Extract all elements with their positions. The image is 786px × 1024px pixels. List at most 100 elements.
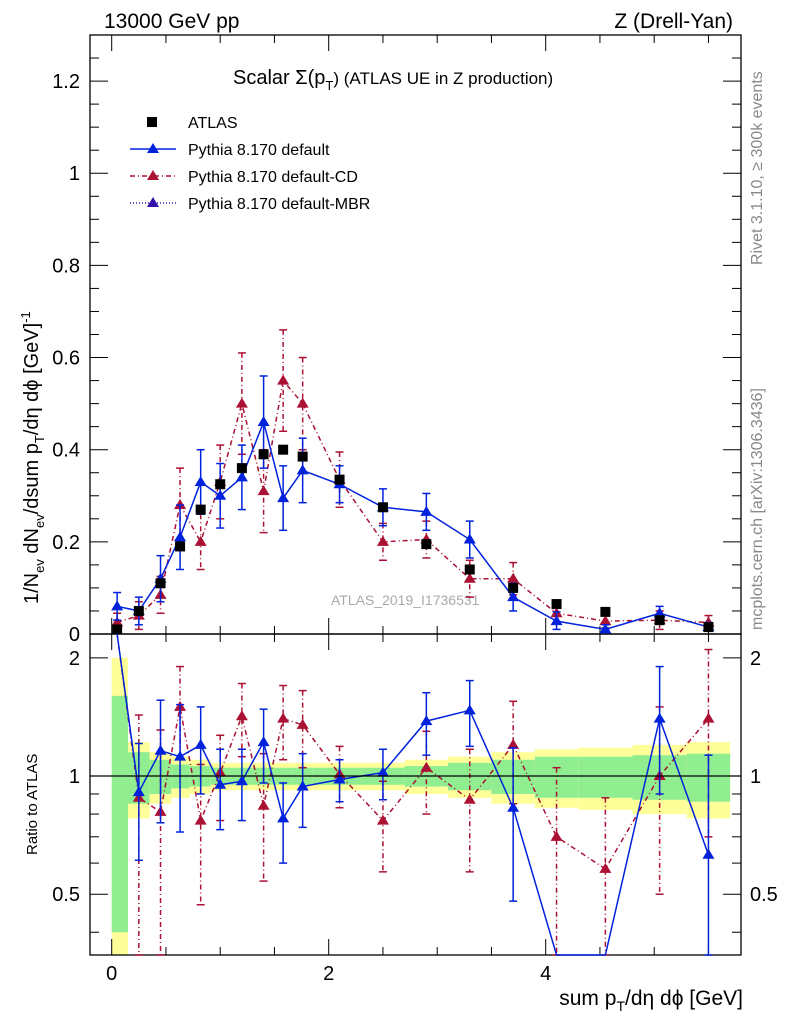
ratio-bands xyxy=(111,657,731,955)
ratio-cd-point xyxy=(257,799,270,810)
atlas-point xyxy=(464,564,475,575)
cd-line xyxy=(116,378,709,624)
ratio-cd-point xyxy=(194,814,207,825)
ratio-cd-point xyxy=(702,712,715,723)
y-tick-label: 1 xyxy=(69,163,80,185)
ratio-cd-point xyxy=(463,793,476,804)
rivet-label: Rivet 3.1.10, ≥ 300k events xyxy=(749,71,766,265)
watermark: ATLAS_2019_I1736531 xyxy=(331,592,480,608)
ratio-pythia-point xyxy=(376,766,389,777)
atlas-point xyxy=(421,539,432,550)
y-tick-label: 0.4 xyxy=(52,440,80,462)
atlas-point xyxy=(278,444,289,455)
y-tick-label: 0 xyxy=(69,624,80,646)
legend: ATLAS Pythia 8.170 default Pythia 8.170 … xyxy=(130,115,370,213)
band-inner xyxy=(111,695,128,933)
ratio-pythia-point xyxy=(277,812,290,823)
atlas-point xyxy=(112,624,123,635)
legend-pythia: Pythia 8.170 default xyxy=(188,142,330,159)
title-rest: ) (ATLAS UE in Z production) xyxy=(333,69,553,88)
x-tick-label: 0 xyxy=(106,963,117,985)
cd-point xyxy=(194,535,207,546)
pythia-point xyxy=(111,600,124,611)
ratio-cd-point xyxy=(599,862,612,873)
ratio-pythia-point xyxy=(653,712,666,723)
chart-title: Scalar Σ(pT) (ATLAS UE in Z production) xyxy=(233,67,553,93)
pythia-point xyxy=(420,505,433,516)
atlas-point xyxy=(703,622,714,633)
ratio-pythia-point xyxy=(174,750,187,761)
atlas-point xyxy=(236,463,247,474)
atlas-point xyxy=(600,606,611,617)
atlas-point xyxy=(195,504,206,515)
x-axis-label: sum pT/dη dϕ [GeV] xyxy=(559,987,743,1014)
header-right: Z (Drell-Yan) xyxy=(614,10,733,33)
pythia-point xyxy=(653,607,666,618)
ratio-y-label: Ratio to ATLAS xyxy=(24,754,41,855)
axis-ticks: 0 2 400.20.40.60.811.20.5 0.51 12 2 xyxy=(52,35,778,985)
cd-point xyxy=(235,397,248,408)
title-sub: T xyxy=(325,78,333,93)
atlas-point xyxy=(551,599,562,610)
band-inner xyxy=(534,756,579,798)
cd-point xyxy=(599,615,612,626)
ratio-pythia-point xyxy=(702,848,715,859)
ratio-cd-point xyxy=(277,712,290,723)
atlas-point xyxy=(654,615,665,626)
legend-mbr: Pythia 8.170 default-MBR xyxy=(188,196,370,213)
ratio-pythia-point xyxy=(296,780,309,791)
pythia-point xyxy=(599,623,612,634)
atlas-point xyxy=(133,605,144,616)
cd-point xyxy=(507,572,520,583)
ratio-cd-point xyxy=(296,718,309,729)
header-left: 13000 GeV pp xyxy=(104,10,239,33)
atlas-point xyxy=(215,479,226,490)
ratio-pythia-point xyxy=(132,786,145,797)
ratio-cd-point xyxy=(376,814,389,825)
legend-atlas-marker xyxy=(147,117,157,127)
ratio-pythia-point xyxy=(420,715,433,726)
ratio-tick-label: 1 xyxy=(750,766,761,788)
cd-point xyxy=(463,572,476,583)
legend-pythia-marker xyxy=(147,143,159,153)
pythia-point xyxy=(463,533,476,544)
title-main: Scalar Σ(p xyxy=(233,67,325,89)
ratio-cd-point xyxy=(235,710,248,721)
pythia-point xyxy=(277,492,290,503)
ratio-frame xyxy=(89,633,742,956)
ratio-cd-point xyxy=(550,830,563,841)
pythia-point xyxy=(296,464,309,475)
ratio-pythia-point xyxy=(235,775,248,786)
ratio-pythia-point xyxy=(507,801,520,812)
ratio-pythia-point xyxy=(194,738,207,749)
ratio-pythia-point xyxy=(463,704,476,715)
y-tick-label: 0.6 xyxy=(52,348,80,370)
atlas-point xyxy=(258,449,269,460)
ratio-pythia-point xyxy=(333,773,346,784)
ratio-pythia-point xyxy=(154,744,167,755)
ratio-tick-label: 2 xyxy=(750,648,761,670)
legend-cd: Pythia 8.170 default-CD xyxy=(188,169,358,186)
x-tick-label: 4 xyxy=(540,963,551,985)
cd-point xyxy=(111,616,124,627)
legend-mbr-marker xyxy=(147,197,159,207)
y-tick-label: 0.2 xyxy=(52,532,80,554)
cd-point xyxy=(376,535,389,546)
cd-point xyxy=(296,397,309,408)
atlas-point xyxy=(297,451,308,462)
cd-point xyxy=(174,498,187,509)
pythia-point xyxy=(194,475,207,486)
band-inner xyxy=(578,756,633,798)
y-tick-label: 1.2 xyxy=(52,71,80,93)
cd-point xyxy=(277,374,290,385)
cd-point xyxy=(257,485,270,496)
atlas-point xyxy=(175,541,186,552)
y-axis-label: 1/Nev dNev/dsum pT/dη dϕ [GeV]-1 xyxy=(18,311,47,604)
legend-cd-marker xyxy=(147,170,159,180)
main-data xyxy=(111,329,715,635)
ratio-pythia-point xyxy=(257,736,270,747)
x-tick-label: 2 xyxy=(323,963,334,985)
atlas-point xyxy=(508,582,519,593)
atlas-point xyxy=(334,474,345,485)
